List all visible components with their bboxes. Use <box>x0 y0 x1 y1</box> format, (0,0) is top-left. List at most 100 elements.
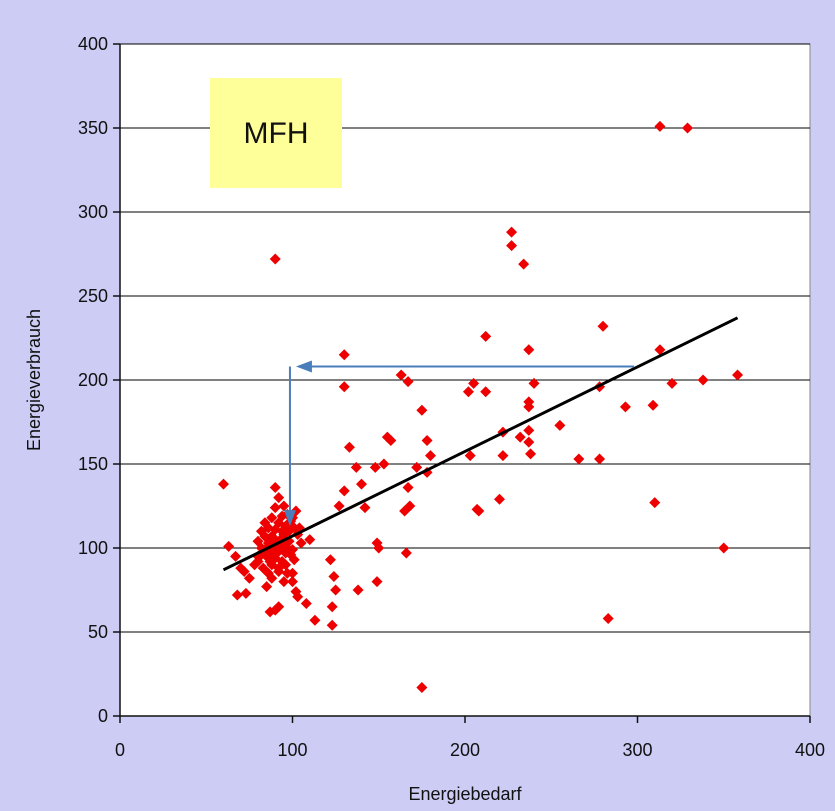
data-point <box>326 619 338 631</box>
data-point <box>369 461 381 473</box>
data-point <box>276 510 288 522</box>
data-point <box>518 258 530 270</box>
y-tick-label: 0 <box>98 706 108 726</box>
data-point <box>649 497 661 509</box>
data-point <box>497 450 509 462</box>
y-tick-label: 350 <box>78 118 108 138</box>
data-point <box>416 681 428 693</box>
data-point <box>326 601 338 613</box>
data-point <box>462 386 474 398</box>
data-point <box>395 369 407 381</box>
data-point <box>597 320 609 332</box>
y-tick-label: 400 <box>78 34 108 54</box>
data-point <box>231 589 243 601</box>
data-point <box>573 453 585 465</box>
data-point <box>273 566 285 578</box>
annotation-label: MFH <box>244 117 309 150</box>
arrow-head-left <box>295 360 312 373</box>
y-tick-label: 150 <box>78 454 108 474</box>
data-point <box>269 482 281 494</box>
data-point <box>295 537 307 549</box>
data-point <box>280 520 292 532</box>
data-point <box>281 567 293 579</box>
data-point <box>278 500 290 512</box>
data-point <box>359 502 371 514</box>
data-point <box>243 572 255 584</box>
data-point <box>266 572 278 584</box>
data-point <box>494 493 505 505</box>
data-point <box>330 584 342 596</box>
data-point <box>350 461 362 473</box>
data-point <box>373 542 385 554</box>
data-point <box>402 376 414 388</box>
grid-lines <box>120 43 810 633</box>
data-point <box>280 559 292 571</box>
data-point <box>338 381 350 393</box>
data-point <box>464 450 476 462</box>
data-point <box>378 458 390 470</box>
data-point <box>252 535 264 547</box>
data-point <box>523 436 535 448</box>
x-tick-label: 100 <box>277 740 307 760</box>
data-point <box>425 450 436 462</box>
x-axis-ticks: 0 100 200 300 400 <box>115 716 825 760</box>
data-point <box>304 534 316 546</box>
data-point <box>238 566 250 578</box>
data-point <box>514 431 526 443</box>
data-point <box>554 419 566 431</box>
trend-line <box>222 316 739 572</box>
data-point <box>292 591 304 603</box>
data-point <box>473 505 485 517</box>
data-point <box>328 571 340 583</box>
y-tick-label: 100 <box>78 538 108 558</box>
data-point <box>259 517 271 529</box>
data-point <box>218 478 229 490</box>
data-point <box>506 226 518 238</box>
data-point <box>287 544 298 556</box>
data-point <box>352 584 364 596</box>
data-point <box>223 540 235 552</box>
data-point <box>266 512 278 524</box>
data-point <box>230 550 242 562</box>
y-axis-title: Energieverbrauch <box>24 309 44 451</box>
data-point <box>300 597 312 609</box>
data-point <box>654 344 666 356</box>
data-point <box>525 448 537 460</box>
data-point <box>338 349 350 361</box>
data-point <box>682 122 694 134</box>
data-point <box>523 401 535 413</box>
data-point <box>523 344 535 356</box>
data-point <box>528 377 540 389</box>
data-point <box>333 500 345 512</box>
data-point <box>594 453 606 465</box>
x-axis-title: Energiebedarf <box>408 784 522 804</box>
data-point <box>697 374 709 386</box>
data-point <box>619 401 631 413</box>
data-point <box>666 377 678 389</box>
data-point <box>416 404 428 416</box>
y-tick-label: 50 <box>88 622 108 642</box>
data-point <box>288 554 300 566</box>
data-point <box>402 482 414 494</box>
data-point <box>343 441 355 453</box>
data-point <box>261 581 273 593</box>
x-tick-label: 300 <box>622 740 652 760</box>
data-point <box>732 369 744 381</box>
y-tick-label: 300 <box>78 202 108 222</box>
data-point <box>371 576 383 588</box>
data-point <box>399 505 411 517</box>
data-point <box>262 549 274 561</box>
arrow-annotation <box>283 360 635 527</box>
data-point <box>338 485 350 497</box>
data-point <box>269 253 281 265</box>
y-tick-label: 250 <box>78 286 108 306</box>
x-tick-label: 400 <box>795 740 825 760</box>
y-tick-label: 200 <box>78 370 108 390</box>
y-axis-ticks: 0 50 100 150 200 250 300 350 400 <box>78 34 120 726</box>
data-point <box>240 587 252 599</box>
data-point <box>400 547 412 559</box>
data-point <box>647 399 659 411</box>
data-point <box>278 576 290 588</box>
data-point <box>287 576 298 588</box>
